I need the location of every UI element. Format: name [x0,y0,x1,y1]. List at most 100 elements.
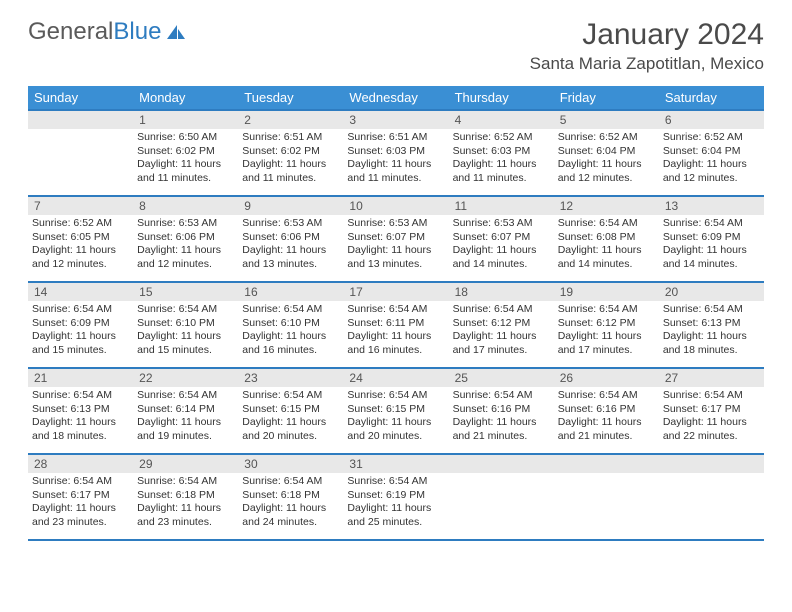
sunset-text: Sunset: 6:05 PM [32,231,129,245]
sunrise-text: Sunrise: 6:54 AM [242,475,339,489]
day-body: Sunrise: 6:54 AMSunset: 6:09 PMDaylight:… [28,301,133,362]
day-number: 15 [133,283,238,301]
day-body: Sunrise: 6:54 AMSunset: 6:11 PMDaylight:… [343,301,448,362]
sunrise-text: Sunrise: 6:54 AM [453,303,550,317]
dow-cell: Thursday [449,86,554,109]
day-number: 14 [28,283,133,301]
day-number-empty [449,455,554,473]
day-number: 11 [449,197,554,215]
day-number: 18 [449,283,554,301]
day-cell: 10Sunrise: 6:53 AMSunset: 6:07 PMDayligh… [343,197,448,281]
sunset-text: Sunset: 6:04 PM [663,145,760,159]
day-number: 10 [343,197,448,215]
day-cell: 16Sunrise: 6:54 AMSunset: 6:10 PMDayligh… [238,283,343,367]
sunrise-text: Sunrise: 6:51 AM [242,131,339,145]
day-body: Sunrise: 6:54 AMSunset: 6:16 PMDaylight:… [554,387,659,448]
sunrise-text: Sunrise: 6:54 AM [347,303,444,317]
sunset-text: Sunset: 6:16 PM [558,403,655,417]
day-number: 8 [133,197,238,215]
sunrise-text: Sunrise: 6:51 AM [347,131,444,145]
weeks-container: 1Sunrise: 6:50 AMSunset: 6:02 PMDaylight… [28,109,764,539]
daylight-text: Daylight: 11 hours and 17 minutes. [558,330,655,357]
sunset-text: Sunset: 6:06 PM [137,231,234,245]
day-number: 21 [28,369,133,387]
day-cell: 4Sunrise: 6:52 AMSunset: 6:03 PMDaylight… [449,111,554,195]
day-body: Sunrise: 6:54 AMSunset: 6:19 PMDaylight:… [343,473,448,534]
day-cell: 12Sunrise: 6:54 AMSunset: 6:08 PMDayligh… [554,197,659,281]
day-number-empty [659,455,764,473]
daylight-text: Daylight: 11 hours and 18 minutes. [663,330,760,357]
daylight-text: Daylight: 11 hours and 15 minutes. [137,330,234,357]
day-number: 3 [343,111,448,129]
sunset-text: Sunset: 6:13 PM [663,317,760,331]
daylight-text: Daylight: 11 hours and 13 minutes. [347,244,444,271]
sunset-text: Sunset: 6:12 PM [558,317,655,331]
sunset-text: Sunset: 6:15 PM [242,403,339,417]
dow-cell: Friday [554,86,659,109]
sunset-text: Sunset: 6:06 PM [242,231,339,245]
daylight-text: Daylight: 11 hours and 21 minutes. [558,416,655,443]
day-number: 16 [238,283,343,301]
day-body: Sunrise: 6:54 AMSunset: 6:17 PMDaylight:… [659,387,764,448]
sunset-text: Sunset: 6:07 PM [453,231,550,245]
day-cell: 1Sunrise: 6:50 AMSunset: 6:02 PMDaylight… [133,111,238,195]
dow-cell: Saturday [659,86,764,109]
day-body: Sunrise: 6:50 AMSunset: 6:02 PMDaylight:… [133,129,238,190]
sunrise-text: Sunrise: 6:54 AM [137,475,234,489]
sunrise-text: Sunrise: 6:54 AM [347,475,444,489]
daylight-text: Daylight: 11 hours and 24 minutes. [242,502,339,529]
day-cell [449,455,554,539]
sunrise-text: Sunrise: 6:54 AM [663,389,760,403]
daylight-text: Daylight: 11 hours and 15 minutes. [32,330,129,357]
week-row: 14Sunrise: 6:54 AMSunset: 6:09 PMDayligh… [28,281,764,367]
week-row: 7Sunrise: 6:52 AMSunset: 6:05 PMDaylight… [28,195,764,281]
sunrise-text: Sunrise: 6:53 AM [453,217,550,231]
sunset-text: Sunset: 6:19 PM [347,489,444,503]
day-body: Sunrise: 6:54 AMSunset: 6:12 PMDaylight:… [449,301,554,362]
sunrise-text: Sunrise: 6:54 AM [137,389,234,403]
day-body: Sunrise: 6:54 AMSunset: 6:17 PMDaylight:… [28,473,133,534]
calendar: SundayMondayTuesdayWednesdayThursdayFrid… [28,86,764,539]
sunrise-text: Sunrise: 6:54 AM [558,303,655,317]
day-cell: 20Sunrise: 6:54 AMSunset: 6:13 PMDayligh… [659,283,764,367]
sunrise-text: Sunrise: 6:54 AM [242,389,339,403]
day-body: Sunrise: 6:54 AMSunset: 6:12 PMDaylight:… [554,301,659,362]
daylight-text: Daylight: 11 hours and 19 minutes. [137,416,234,443]
sunset-text: Sunset: 6:07 PM [347,231,444,245]
day-number: 1 [133,111,238,129]
day-cell: 13Sunrise: 6:54 AMSunset: 6:09 PMDayligh… [659,197,764,281]
logo-sail-icon [165,23,187,41]
day-number: 5 [554,111,659,129]
sunrise-text: Sunrise: 6:52 AM [558,131,655,145]
dow-cell: Monday [133,86,238,109]
day-body: Sunrise: 6:54 AMSunset: 6:15 PMDaylight:… [343,387,448,448]
sunset-text: Sunset: 6:10 PM [242,317,339,331]
day-cell [659,455,764,539]
sunrise-text: Sunrise: 6:52 AM [32,217,129,231]
day-cell: 18Sunrise: 6:54 AMSunset: 6:12 PMDayligh… [449,283,554,367]
calendar-bottom-border [28,539,764,541]
day-cell: 8Sunrise: 6:53 AMSunset: 6:06 PMDaylight… [133,197,238,281]
day-body: Sunrise: 6:54 AMSunset: 6:15 PMDaylight:… [238,387,343,448]
daylight-text: Daylight: 11 hours and 13 minutes. [242,244,339,271]
daylight-text: Daylight: 11 hours and 23 minutes. [32,502,129,529]
sunset-text: Sunset: 6:12 PM [453,317,550,331]
day-body: Sunrise: 6:54 AMSunset: 6:14 PMDaylight:… [133,387,238,448]
day-cell: 27Sunrise: 6:54 AMSunset: 6:17 PMDayligh… [659,369,764,453]
day-cell: 2Sunrise: 6:51 AMSunset: 6:02 PMDaylight… [238,111,343,195]
location: Santa Maria Zapotitlan, Mexico [530,54,764,74]
sunset-text: Sunset: 6:14 PM [137,403,234,417]
day-cell: 21Sunrise: 6:54 AMSunset: 6:13 PMDayligh… [28,369,133,453]
day-number: 20 [659,283,764,301]
day-number: 2 [238,111,343,129]
day-body: Sunrise: 6:54 AMSunset: 6:18 PMDaylight:… [238,473,343,534]
day-body: Sunrise: 6:52 AMSunset: 6:03 PMDaylight:… [449,129,554,190]
header: GeneralBlue January 2024 Santa Maria Zap… [0,0,792,78]
day-body: Sunrise: 6:54 AMSunset: 6:13 PMDaylight:… [28,387,133,448]
day-number: 22 [133,369,238,387]
sunset-text: Sunset: 6:02 PM [242,145,339,159]
day-body: Sunrise: 6:51 AMSunset: 6:03 PMDaylight:… [343,129,448,190]
day-body: Sunrise: 6:52 AMSunset: 6:04 PMDaylight:… [659,129,764,190]
week-row: 28Sunrise: 6:54 AMSunset: 6:17 PMDayligh… [28,453,764,539]
daylight-text: Daylight: 11 hours and 14 minutes. [558,244,655,271]
